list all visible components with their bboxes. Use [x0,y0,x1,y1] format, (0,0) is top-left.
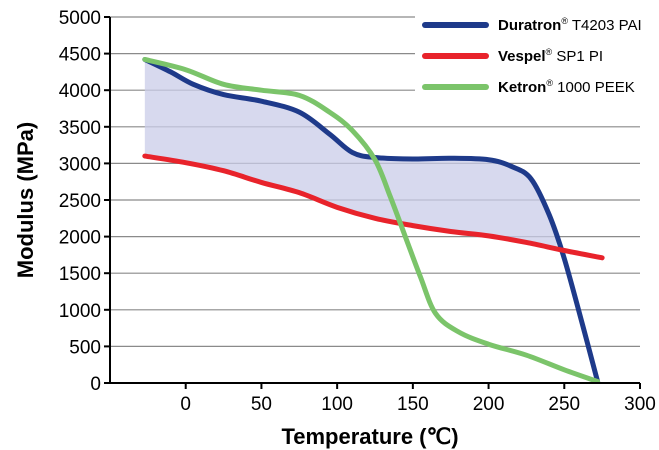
x-tick-label-250: 250 [548,394,580,415]
series-line-1 [142,153,605,261]
x-tick-label-0: 0 [180,394,191,415]
series-line-2 [142,56,601,385]
legend: Duratron® T4203 PAI Vespel® SP1 PI Ketron®… [415,8,659,108]
x-tick-label-200: 200 [473,394,505,415]
x-tick-label-300: 300 [624,394,656,415]
y-tick-label-3000: 3000 [59,154,101,175]
legend-label-2: Ketron® 1000 PEEK [498,78,635,96]
series-lines [142,56,605,385]
y-tick-label-1500: 1500 [59,264,101,285]
legend-label-0: Duratron® T4203 PAI [498,16,642,34]
series-line-0 [142,56,601,385]
y-tick-label-0: 0 [90,374,101,395]
x-axis-title: Temperature (℃) [281,424,458,449]
x-tick-labels: 0 50 100 150 200 250 300 [180,394,655,415]
y-tick-label-4500: 4500 [59,45,101,66]
y-tick-label-2500: 2500 [59,191,101,212]
x-tick-label-150: 150 [397,394,429,415]
x-tick-label-100: 100 [321,394,353,415]
x-tick-label-50: 50 [251,394,272,415]
y-tick-label-2000: 2000 [59,228,101,249]
y-axis-title: Modulus (MPa) [13,122,38,278]
y-tick-label-500: 500 [69,337,101,358]
y-tick-labels: 0 500 1000 1500 2000 2500 3000 3500 4000 4500 5000 [59,8,101,395]
axes [104,16,641,389]
legend-label-1: Vespel® SP1 PI [498,47,603,65]
y-tick-label-4000: 4000 [59,81,101,102]
y-tick-label-5000: 5000 [59,8,101,29]
y-tick-label-3500: 3500 [59,118,101,139]
y-tick-label-1000: 1000 [59,301,101,322]
